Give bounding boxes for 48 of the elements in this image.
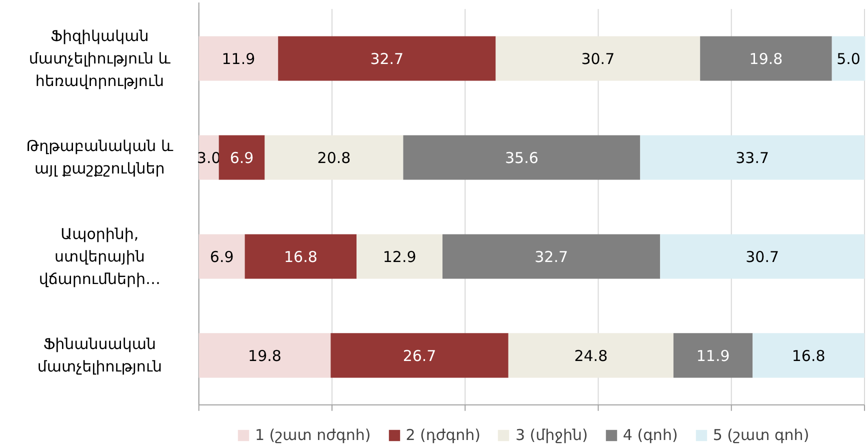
legend-label: 4 (գոհ)	[622, 426, 678, 444]
legend-label: 1 (շատ ոժգոհ)	[255, 426, 371, 444]
data-label: 32.7	[534, 248, 568, 266]
data-label: 6.9	[210, 248, 234, 266]
data-label: 16.8	[284, 248, 318, 266]
bar	[198, 135, 219, 180]
bar	[356, 234, 442, 279]
bar	[264, 135, 404, 180]
data-label: 11.9	[222, 50, 256, 68]
bar	[832, 36, 866, 81]
bar	[198, 234, 245, 279]
data-label: 24.8	[574, 346, 608, 365]
bar	[640, 135, 865, 180]
bar	[218, 135, 265, 180]
bar	[198, 333, 331, 378]
data-label: 16.8	[792, 346, 826, 365]
data-label: 19.8	[749, 50, 783, 68]
data-label: 20.8	[317, 148, 351, 167]
bar	[752, 333, 865, 378]
data-label: 12.9	[382, 248, 416, 266]
data-label: 11.9	[696, 346, 730, 365]
bar	[198, 36, 278, 81]
y-tick-label: Ապօրինի, ստվերային վճարումների…	[38, 224, 160, 288]
legend-label: 5 (շատ գոհ)	[712, 426, 810, 444]
bar	[244, 234, 357, 279]
data-label: 26.7	[402, 346, 436, 365]
legend-label: 2 (դժգոհ)	[406, 426, 480, 444]
bar	[673, 333, 753, 378]
data-label: 5.0	[836, 50, 860, 68]
data-label: 30.7	[746, 248, 780, 266]
legend-label: 3 (միջին)	[515, 426, 588, 444]
bar	[403, 135, 640, 180]
bar	[660, 234, 865, 279]
data-label: 33.7	[736, 148, 770, 167]
bar	[496, 36, 700, 81]
data-label: 32.7	[370, 50, 404, 68]
y-tick-label: Թղթաբանական և այլ քաշքշուկներ	[26, 137, 174, 178]
data-label: 30.7	[581, 50, 615, 68]
bar	[278, 36, 496, 81]
y-tick-label: Ֆիզիկական մատչելիություն և հեռավորություն	[28, 27, 172, 90]
data-label: 35.6	[505, 148, 538, 167]
data-label: 19.8	[248, 346, 282, 365]
bar	[700, 36, 832, 81]
bar	[442, 234, 660, 279]
bar	[330, 333, 508, 378]
y-tick-label: Ֆինանսական մատչելիություն	[37, 335, 162, 376]
data-label: 6.9	[230, 148, 254, 167]
bar	[508, 333, 674, 378]
